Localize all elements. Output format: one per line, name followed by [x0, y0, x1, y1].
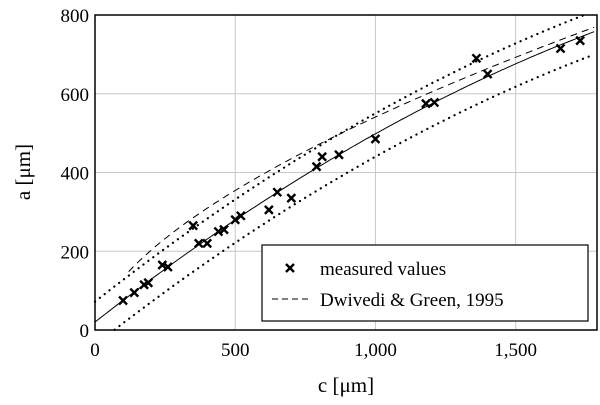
data-point — [235, 210, 246, 221]
legend-label-measured: measured values — [320, 259, 446, 280]
legend-marker-x — [285, 263, 295, 273]
data-point — [219, 224, 229, 235]
data-point — [272, 187, 283, 198]
x-axis-label: c [μm] — [318, 373, 374, 397]
dwivedi-green-curve — [128, 26, 595, 272]
data-point — [370, 134, 381, 144]
y-tick-label: 400 — [61, 164, 90, 185]
y-tick-label: 800 — [61, 6, 90, 27]
data-point — [202, 238, 213, 249]
lower-bound-curve — [113, 53, 596, 331]
plot-frame — [94, 14, 598, 331]
legend-box — [261, 244, 589, 322]
tick-labels: 0 500 1,000 1,500 0 200 400 600 800 — [61, 6, 538, 361]
points — [118, 35, 586, 306]
data-point — [471, 53, 482, 64]
data-point — [421, 98, 431, 109]
y-axis-label: a [μm] — [11, 144, 35, 200]
x-tick-label: 0 — [90, 340, 100, 361]
x-tick-label: 1,500 — [494, 340, 537, 361]
data-point — [118, 295, 128, 306]
data-point — [143, 277, 154, 288]
data-point — [555, 43, 566, 54]
data-point — [188, 220, 199, 231]
legend-label-dwivedi: Dwivedi & Green, 1995 — [320, 290, 504, 311]
x-tick-label: 1,000 — [354, 340, 397, 361]
data-point — [429, 97, 440, 108]
y-tick-label: 600 — [61, 85, 90, 106]
data-point — [482, 69, 493, 79]
data-point — [334, 149, 344, 160]
data-point — [129, 287, 140, 298]
data-point — [264, 205, 274, 215]
data-point — [575, 35, 586, 46]
y-tick-label: 0 — [80, 321, 90, 342]
fit-curve — [94, 31, 595, 323]
y-tick-label: 200 — [61, 242, 90, 263]
data-point — [317, 151, 328, 162]
data-point — [286, 193, 297, 203]
legend: measured values Dwivedi & Green, 1995 — [261, 244, 589, 322]
data-point — [193, 238, 204, 249]
data-point — [163, 262, 173, 272]
data-point — [311, 161, 322, 172]
curves — [93, 14, 596, 331]
x-tick-label: 500 — [221, 340, 250, 361]
